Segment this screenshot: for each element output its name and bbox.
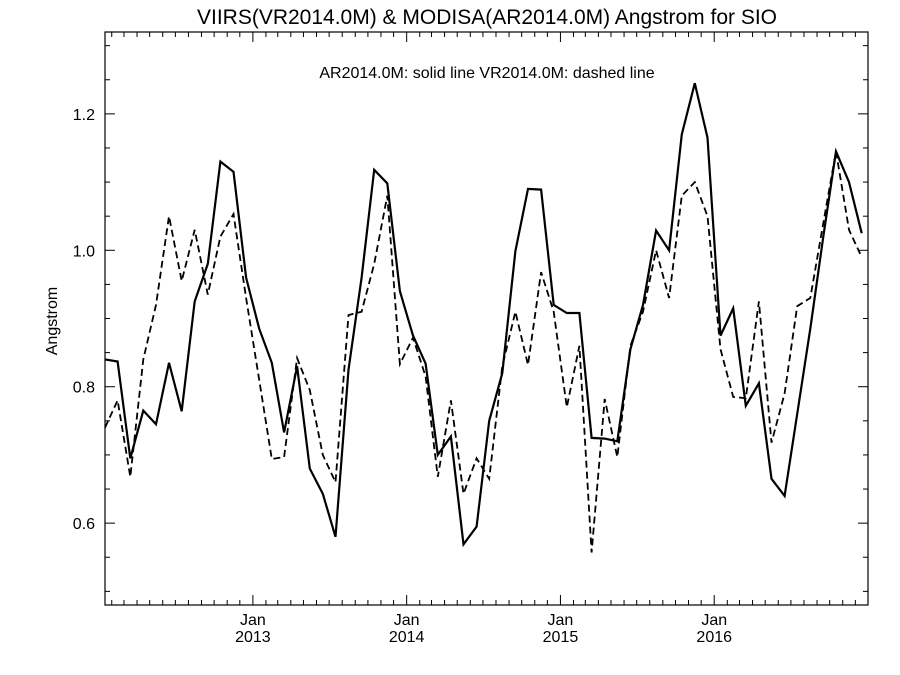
plot-frame [104,31,869,606]
x-tick-label-month: Jan [548,612,574,629]
y-tick-label: 0.8 [73,380,95,397]
y-tick-label: 0.6 [73,516,95,533]
x-tick-label-year: 2016 [696,629,732,646]
y-tick-label: 1.0 [73,243,95,260]
x-tick-label-year: 2013 [235,629,271,646]
x-tick-label-year: 2015 [543,629,579,646]
chart-title: VIIRS(VR2014.0M) & MODISA(AR2014.0M) Ang… [197,6,777,29]
series-line-vr2014-0m [104,151,863,553]
x-tick-label-year: 2014 [389,629,425,646]
series-line-ar2014-0m [104,82,863,548]
series-layer [104,82,863,553]
x-tick-label-month: Jan [701,612,727,629]
y-axis-label: Angstrom [44,287,61,355]
y-tick-label: 1.2 [73,107,95,124]
y-axis-ticks: 0.6 0.8 1.0 1.2 [73,45,868,592]
chart-legend-note: AR2014.0M: solid line VR2014.0M: dashed … [319,65,654,82]
x-tick-label-month: Jan [240,612,266,629]
x-tick-label-month: Jan [394,612,420,629]
